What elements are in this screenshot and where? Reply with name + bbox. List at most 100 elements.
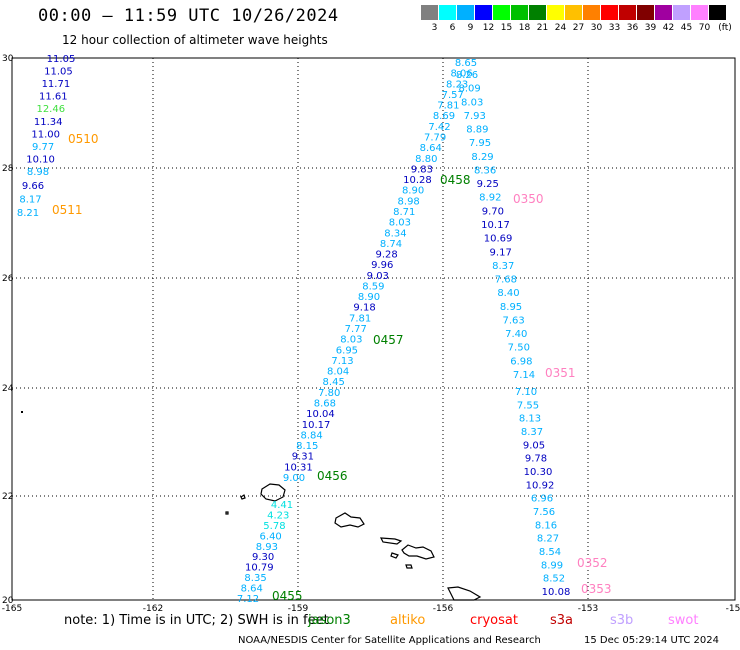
wave-height-value: 7.10	[515, 387, 537, 398]
wave-height-value: 8.90	[402, 186, 424, 197]
island-outline	[401, 544, 435, 560]
wave-height-value: 9.17	[490, 247, 512, 258]
legend-label: 15	[500, 23, 513, 33]
legend-swatch	[655, 5, 672, 20]
wave-height-value: 8.71	[393, 207, 415, 218]
longitude-tick-label: -156	[433, 604, 454, 614]
wave-height-value: 7.14	[513, 370, 535, 381]
wave-height-value: 8.04	[327, 367, 349, 378]
wave-height-value: 7.95	[469, 138, 491, 149]
wave-height-value: 9.28	[375, 250, 397, 261]
wave-height-value: 9.96	[371, 260, 393, 271]
pass-time-label: 0456	[317, 469, 348, 483]
wave-height-value: 8.93	[256, 542, 278, 553]
longitude-tick-label: -165	[2, 604, 22, 614]
legend-swatch	[709, 5, 726, 20]
longitude-tick-label: -159	[288, 604, 309, 614]
legend-label: 27	[572, 23, 585, 33]
wave-height-value: 8.34	[384, 228, 406, 239]
latitude-tick-label: 26	[2, 274, 14, 284]
island-outline	[405, 564, 413, 569]
pass-time-label: 0351	[545, 366, 576, 380]
wave-height-value: 8.95	[500, 302, 522, 313]
wave-height-value: 8.16	[535, 520, 557, 531]
wave-height-value: 11.00	[31, 129, 60, 140]
legend-label: 24	[554, 23, 567, 33]
legend-swatch	[457, 5, 474, 20]
wave-height-value: 10.31	[284, 462, 313, 473]
latitude-tick-label: 28	[2, 164, 14, 174]
legend-label: 18	[518, 23, 531, 33]
wave-height-value: 9.31	[292, 452, 314, 463]
legend-swatch	[547, 5, 564, 20]
wave-height-value: 8.69	[433, 111, 455, 122]
wave-height-value: 10.69	[484, 234, 513, 245]
wave-height-value: 8.26	[456, 70, 478, 81]
wave-height-value: 7.81	[349, 313, 371, 324]
wave-height-value: 8.74	[380, 239, 402, 250]
longitude-tick-label: -153	[578, 604, 598, 614]
legend-swatch	[637, 5, 654, 20]
satellite-s3a-label: s3a	[550, 613, 574, 628]
wave-height-value: 8.98	[398, 196, 420, 207]
wave-height-value: 8.40	[497, 288, 519, 299]
legend-swatch	[691, 5, 708, 20]
island-outline	[390, 552, 399, 559]
wave-height-value: 8.54	[539, 547, 561, 558]
wave-height-value: 9.00	[283, 473, 305, 484]
wave-height-value: 10.10	[26, 154, 55, 165]
wave-height-value: 8.17	[19, 195, 41, 206]
legend-swatch	[493, 5, 510, 20]
wave-height-value: 8.21	[17, 208, 39, 219]
island-outline	[260, 483, 286, 502]
wave-height-value: 9.30	[252, 552, 274, 563]
longitude-tick-label: -15	[726, 604, 740, 614]
legend-label: 9	[467, 23, 474, 33]
pass-time-label: 0511	[52, 203, 83, 217]
wave-height-value: 7.77	[345, 324, 367, 335]
legend-label: 21	[536, 23, 549, 33]
wave-height-value: 6.98	[510, 356, 532, 367]
wave-height-value: 11.61	[39, 92, 68, 103]
legend-swatch	[583, 5, 600, 20]
wave-height-value: 8.06	[450, 69, 472, 80]
wave-height-value: 9.70	[482, 206, 504, 217]
wave-height-value: 11.05	[44, 67, 73, 78]
wave-height-value: 8.65	[455, 58, 477, 69]
footer-note: note: 1) Time is in UTC; 2) SWH is in fe…	[64, 613, 329, 628]
wave-height-value: 8.13	[519, 414, 541, 425]
wave-height-value: 9.18	[353, 303, 375, 314]
legend-label: 30	[590, 23, 603, 33]
wave-height-value: 8.03	[389, 218, 411, 229]
wave-height-value: 8.45	[323, 377, 345, 388]
wave-height-value: 7.68	[495, 275, 517, 286]
legend-swatch	[619, 5, 636, 20]
legend-label: 3	[431, 23, 438, 33]
wave-height-value: 10.79	[245, 563, 274, 574]
legend-swatch	[601, 5, 618, 20]
latitude-tick-label: 30	[2, 54, 14, 64]
legend-label: 70	[698, 23, 711, 33]
satellite-cryosat-label: cryosat	[470, 613, 518, 628]
wave-height-value: 10.08	[542, 587, 571, 598]
wave-height-value: 8.35	[244, 573, 266, 584]
wave-height-value: 7.80	[318, 388, 340, 399]
wave-height-value: 7.50	[508, 343, 530, 354]
wave-height-value: 9.03	[367, 271, 389, 282]
island-outline	[225, 511, 229, 515]
satellite-altiko-label: altiko	[390, 613, 426, 628]
island-outline	[240, 494, 246, 500]
pass-time-label: 0455	[272, 589, 303, 603]
wave-height-value: 8.15	[296, 441, 318, 452]
wave-height-value: 10.04	[306, 409, 335, 420]
wave-height-value: 8.92	[479, 193, 501, 204]
wave-height-value: 7.56	[533, 507, 555, 518]
wave-height-value: 11.05	[47, 54, 76, 65]
generated-timestamp: 15 Dec 05:29:14 UTC 2024	[584, 635, 719, 646]
wave-height-value: 8.98	[27, 167, 49, 178]
wave-height-value: 8.23	[446, 79, 468, 90]
wave-height-value: 8.99	[541, 560, 563, 571]
wave-height-value: 5.78	[263, 521, 285, 532]
